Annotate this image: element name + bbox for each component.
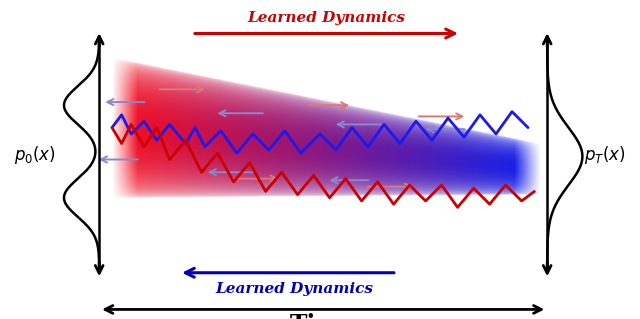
Text: $p_T(x)$: $p_T(x)$ (584, 144, 626, 166)
Text: Learned Dynamics: Learned Dynamics (216, 282, 373, 296)
Text: Time: Time (290, 313, 356, 319)
Text: $p_0(x)$: $p_0(x)$ (14, 144, 56, 166)
Text: Learned Dynamics: Learned Dynamics (248, 11, 405, 25)
